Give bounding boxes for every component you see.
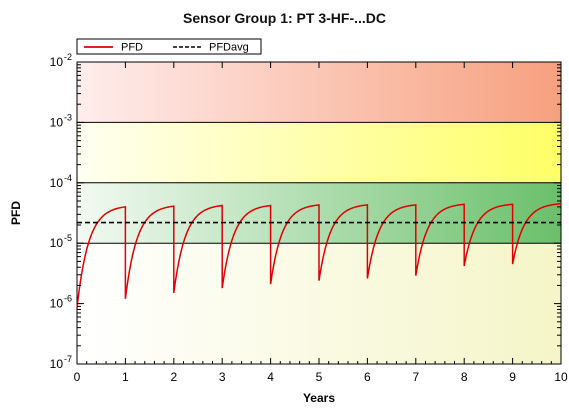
y-tick-label: 10 bbox=[50, 357, 64, 371]
y-tick-exponent: -5 bbox=[64, 233, 72, 243]
y-tick-exponent: -3 bbox=[64, 112, 72, 122]
x-tick-label: 2 bbox=[170, 370, 177, 384]
x-tick-label: 6 bbox=[364, 370, 371, 384]
risk-bands bbox=[77, 62, 561, 364]
y-tick-exponent: -6 bbox=[64, 294, 72, 304]
x-tick-label: 3 bbox=[219, 370, 226, 384]
chart-title: Sensor Group 1: PT 3-HF-...DC bbox=[182, 10, 386, 26]
y-tick-exponent: -2 bbox=[64, 52, 72, 62]
x-tick-label: 5 bbox=[316, 370, 323, 384]
y-tick-label: 10 bbox=[50, 176, 64, 190]
x-axis-label: Years bbox=[303, 391, 335, 405]
x-tick-label: 4 bbox=[267, 370, 274, 384]
series-pfd-line bbox=[76, 203, 562, 308]
x-tick-label: 0 bbox=[74, 370, 81, 384]
y-tick-label: 10 bbox=[50, 297, 64, 311]
y-axis-label: PFD bbox=[9, 201, 23, 225]
y-tick-label: 10 bbox=[50, 115, 64, 129]
y-tick-label: 10 bbox=[50, 236, 64, 250]
x-tick-label: 1 bbox=[122, 370, 129, 384]
risk-band-0 bbox=[77, 62, 561, 123]
legend-pfd-label: PFD bbox=[121, 42, 143, 54]
x-tick-label: 9 bbox=[509, 370, 516, 384]
legend: PFD PFDavg bbox=[76, 38, 262, 55]
legend-box bbox=[76, 38, 262, 55]
legend-pfdavg-label: PFDavg bbox=[209, 42, 249, 54]
y-tick-label: 10 bbox=[50, 55, 64, 69]
y-tick-exponent: -4 bbox=[64, 173, 72, 183]
x-tick-label: 10 bbox=[554, 370, 568, 384]
y-tick-exponent: -7 bbox=[64, 354, 72, 364]
x-tick-label: 8 bbox=[461, 370, 468, 384]
risk-band-1 bbox=[77, 122, 561, 183]
series-layer bbox=[76, 203, 562, 308]
x-tick-label: 7 bbox=[412, 370, 419, 384]
